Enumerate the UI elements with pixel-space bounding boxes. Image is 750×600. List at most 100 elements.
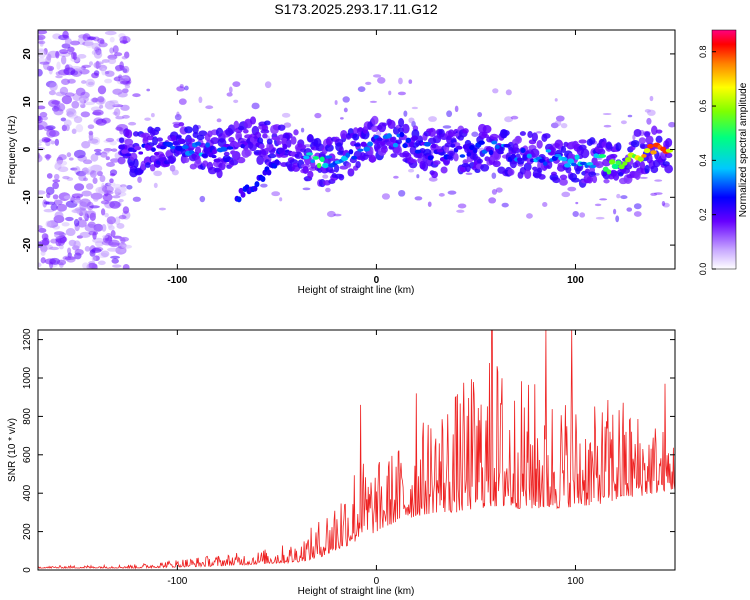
ridge-halo-blob	[523, 162, 532, 172]
faint-blob	[620, 120, 627, 125]
ridge-halo-blob	[623, 164, 633, 170]
ridge-halo-blob	[578, 139, 587, 144]
noise-blob	[92, 111, 102, 116]
faint-blob	[535, 131, 543, 134]
ridge-core-blob	[280, 137, 288, 142]
ridge-halo-blob	[618, 171, 624, 177]
ridge-core-blob	[526, 153, 532, 159]
noise-blob	[70, 40, 81, 46]
spectrogram-x-tick-label: 0	[374, 275, 380, 286]
noise-blob	[99, 175, 106, 183]
secondary-ridge-blob	[254, 181, 260, 188]
noise-blob	[114, 187, 119, 196]
noise-blob	[107, 57, 117, 65]
colorbar-tick-label: 0.2	[698, 208, 708, 221]
faint-blob	[446, 110, 453, 118]
ridge-halo-blob	[286, 138, 292, 148]
noise-blob	[56, 203, 68, 212]
ridge-halo-blob	[145, 162, 151, 168]
noise-blob	[74, 248, 84, 256]
ridge-core-blob	[262, 133, 268, 139]
noise-blob	[52, 179, 61, 183]
noise-blob	[38, 68, 43, 77]
ridge-core-blob	[181, 145, 189, 150]
noise-blob	[83, 177, 88, 182]
noise-blob	[71, 128, 77, 135]
faint-blob	[626, 207, 633, 212]
ridge-core-blob	[455, 145, 463, 150]
ridge-core-blob	[497, 150, 504, 155]
faint-blob	[661, 201, 666, 207]
ridge-halo-blob	[462, 159, 469, 165]
ridge-halo-blob	[210, 137, 220, 145]
ridge-halo-blob	[347, 168, 354, 173]
noise-blob	[39, 61, 50, 65]
ridge-core-blob	[353, 143, 361, 147]
faint-blob	[342, 96, 350, 103]
noise-blob	[79, 231, 91, 238]
ridge-core-blob	[240, 144, 245, 149]
ridge-halo-blob	[198, 130, 208, 137]
noise-blob	[73, 240, 81, 249]
noise-blob	[38, 34, 46, 40]
ridge-halo-blob	[244, 149, 252, 157]
faint-blob	[158, 207, 167, 211]
ridge-halo-blob	[154, 126, 161, 132]
faint-blob	[199, 195, 206, 203]
faint-blob	[398, 189, 406, 197]
noise-blob	[52, 181, 60, 190]
ridge-core-blob	[599, 154, 607, 158]
ridge-halo-blob	[633, 128, 642, 137]
ridge-halo-blob	[229, 159, 239, 166]
secondary-ridge-blob	[274, 159, 280, 166]
ridge-core-blob	[124, 153, 132, 157]
noise-blob	[91, 263, 98, 269]
noise-blob	[38, 105, 46, 110]
noise-blob	[53, 231, 65, 239]
noise-blob	[48, 99, 60, 108]
noise-blob	[67, 247, 72, 255]
ridge-core-blob	[178, 138, 186, 144]
ridge-halo-blob	[428, 127, 437, 138]
noise-blob	[111, 148, 118, 152]
faint-blob	[501, 202, 509, 208]
ridge-core-blob	[647, 143, 654, 149]
ridge-halo-blob	[290, 136, 297, 145]
noise-blob	[73, 218, 80, 227]
ridge-core-blob	[194, 141, 202, 146]
noise-blob	[65, 92, 75, 97]
noise-blob	[119, 76, 130, 83]
noise-blob	[90, 153, 99, 162]
faint-blob	[144, 117, 151, 121]
noise-blob	[100, 151, 108, 158]
ridge-core-blob	[574, 154, 580, 160]
noise-blob	[38, 115, 43, 124]
ridge-halo-blob	[547, 146, 556, 155]
noise-blob	[41, 116, 48, 121]
noise-blob	[45, 125, 56, 130]
snr-y-tick-label: 400	[22, 484, 33, 501]
faint-blob	[128, 121, 137, 126]
spectrogram-y-tick-label: 0	[22, 146, 33, 152]
faint-blob	[228, 86, 233, 94]
faint-blob	[526, 213, 533, 219]
ridge-halo-blob	[655, 135, 663, 144]
ridge-halo-blob	[318, 178, 326, 188]
ridge-halo-blob	[502, 129, 510, 136]
faint-blob	[377, 77, 386, 84]
ridge-halo-blob	[192, 124, 199, 135]
ridge-core-blob	[351, 155, 358, 160]
ridge-halo-blob	[431, 171, 438, 179]
faint-blob	[150, 113, 155, 118]
ridge-core-blob	[165, 141, 173, 148]
colorbar-tick-label: 0.6	[698, 100, 708, 113]
ridge-halo-blob	[507, 168, 515, 176]
noise-blob	[112, 264, 122, 268]
ridge-core-blob	[389, 137, 395, 143]
ridge-core-blob	[399, 131, 405, 138]
ridge-halo-blob	[266, 138, 273, 145]
ridge-halo-blob	[524, 169, 532, 179]
noise-blob	[48, 90, 56, 96]
ridge-halo-blob	[267, 153, 277, 159]
faint-blob	[322, 174, 329, 179]
